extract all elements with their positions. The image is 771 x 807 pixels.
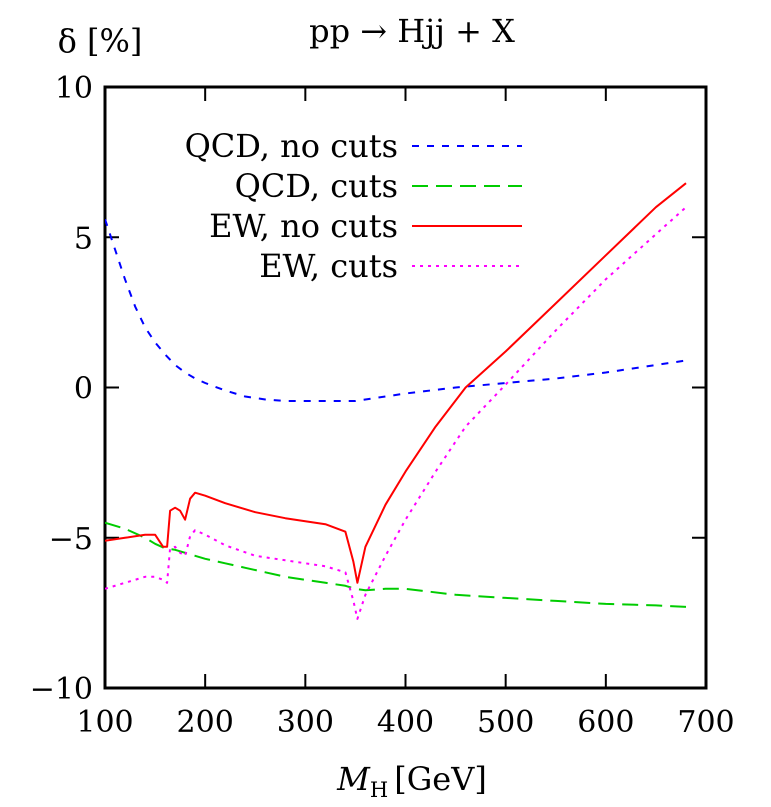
legend-label: QCD, cuts — [235, 167, 398, 205]
x-tick-label: 200 — [177, 705, 234, 740]
legend-label: QCD, no cuts — [185, 127, 398, 165]
x-tick-label: 400 — [377, 705, 434, 740]
chart-title: pp → Hjj + X — [309, 12, 515, 50]
series-group — [105, 182, 687, 620]
series-line-1 — [105, 218, 687, 402]
x-tick-label: 100 — [76, 705, 133, 740]
y-tick-label: 5 — [74, 221, 93, 256]
x-tick-label: 500 — [477, 705, 534, 740]
x-tick-label: 300 — [277, 705, 334, 740]
x-tick-label: 700 — [677, 705, 734, 740]
y-axis-label: δ [%] — [58, 22, 143, 60]
y-tick-label: −10 — [30, 672, 93, 707]
axis-tick-labels: 100 200 300 400 500 600 700 −10 −5 0 5 10 — [30, 71, 735, 740]
y-tick-label: 10 — [55, 71, 93, 106]
legend-label: EW, no cuts — [209, 207, 398, 245]
legend-label: EW, cuts — [259, 247, 398, 285]
x-tick-label: 600 — [577, 705, 634, 740]
plot-frame — [103, 85, 708, 690]
axis-ticks — [104, 86, 707, 689]
series-line-3 — [105, 182, 687, 584]
series-line-2 — [105, 521, 687, 608]
series-line-4 — [105, 206, 687, 620]
y-tick-label: −5 — [49, 522, 93, 557]
x-axis-label: MH [GeV] — [336, 760, 487, 802]
y-tick-label: 0 — [74, 372, 93, 407]
